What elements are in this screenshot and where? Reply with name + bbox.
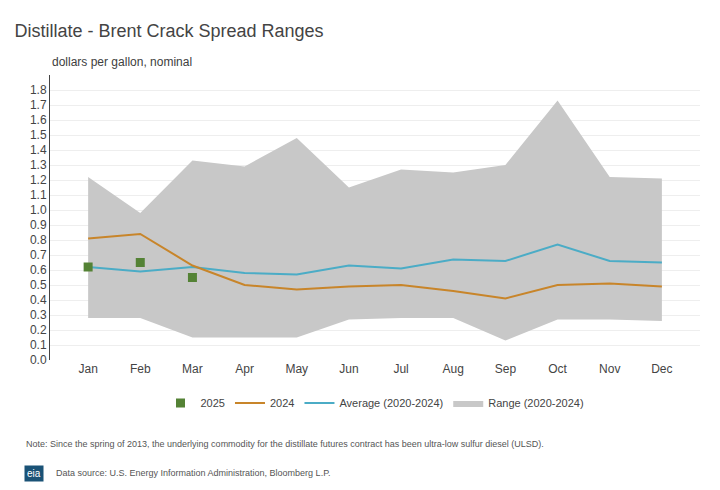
svg-text:0.7: 0.7 (30, 248, 47, 262)
svg-text:Note: Since the spring of 2013: Note: Since the spring of 2013, the unde… (26, 439, 544, 449)
svg-text:Jul: Jul (393, 362, 408, 376)
svg-text:1.3: 1.3 (30, 158, 47, 172)
svg-text:Sep: Sep (495, 362, 517, 376)
svg-text:0.2: 0.2 (30, 323, 47, 337)
svg-text:May: May (285, 362, 308, 376)
svg-text:Average (2020-2024): Average (2020-2024) (339, 397, 443, 409)
svg-text:Aug: Aug (443, 362, 464, 376)
svg-text:0.3: 0.3 (30, 308, 47, 322)
svg-text:1.7: 1.7 (30, 98, 47, 112)
svg-text:Data source: U.S. Energy Infor: Data source: U.S. Energy Information Adm… (56, 468, 330, 478)
svg-text:2025: 2025 (201, 397, 225, 409)
svg-text:Feb: Feb (130, 362, 151, 376)
svg-text:Distillate - Brent Crack Sprea: Distillate - Brent Crack Spread Ranges (14, 21, 323, 41)
svg-text:dollars per gallon, nominal: dollars per gallon, nominal (52, 55, 192, 69)
svg-text:1.2: 1.2 (30, 173, 47, 187)
svg-text:Dec: Dec (651, 362, 672, 376)
svg-text:Jan: Jan (78, 362, 97, 376)
svg-text:Apr: Apr (235, 362, 254, 376)
svg-text:1.5: 1.5 (30, 128, 47, 142)
svg-text:eia: eia (27, 468, 41, 479)
svg-text:Oct: Oct (548, 362, 567, 376)
svg-text:Mar: Mar (182, 362, 203, 376)
svg-text:Jun: Jun (339, 362, 358, 376)
svg-text:Range (2020-2024): Range (2020-2024) (488, 397, 583, 409)
svg-text:0.4: 0.4 (30, 293, 47, 307)
svg-text:0.1: 0.1 (30, 338, 47, 352)
svg-text:Nov: Nov (599, 362, 620, 376)
svg-text:0.0: 0.0 (30, 353, 47, 367)
svg-text:1.8: 1.8 (30, 83, 47, 97)
svg-text:1.4: 1.4 (30, 143, 47, 157)
svg-text:2024: 2024 (270, 397, 294, 409)
svg-text:0.8: 0.8 (30, 233, 47, 247)
svg-text:1.1: 1.1 (30, 188, 47, 202)
svg-text:1.6: 1.6 (30, 113, 47, 127)
svg-text:0.6: 0.6 (30, 263, 47, 277)
svg-text:1.0: 1.0 (30, 203, 47, 217)
svg-text:0.5: 0.5 (30, 278, 47, 292)
svg-text:0.9: 0.9 (30, 218, 47, 232)
